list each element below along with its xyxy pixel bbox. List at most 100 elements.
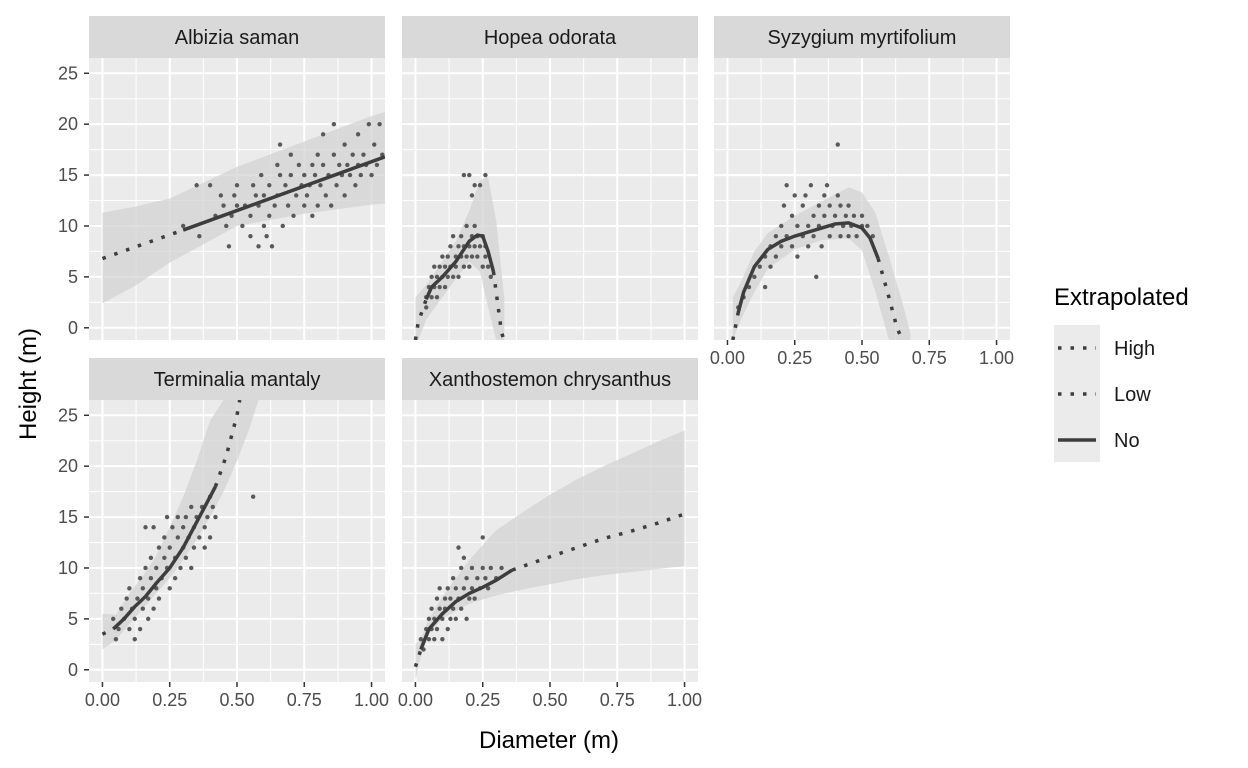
data-point [445,274,450,280]
fit-line-high-extrapolated [511,512,686,572]
data-point [440,254,445,259]
data-point [234,183,240,188]
data-point [819,244,824,249]
data-point [448,616,453,622]
data-point [499,565,504,571]
data-point [450,233,456,239]
data-point [143,525,148,530]
data-point [440,616,445,622]
data-point [752,274,757,280]
data-point [464,254,469,259]
data-point [197,233,202,239]
data-point [275,162,280,168]
data-point [135,596,140,601]
data-point [146,596,151,601]
data-point [757,264,762,269]
x-tick-label: 1.00 [667,690,702,710]
data-point [280,223,285,229]
data-point [312,172,318,178]
facet-panel: Albizia saman 0 5 10 15 20 25 [58,16,385,340]
data-point [132,637,137,642]
data-point [127,586,132,591]
data-point [372,142,377,147]
data-point [323,193,328,198]
data-point [154,565,159,571]
data-point [440,637,445,642]
data-point [835,193,840,198]
data-point [296,162,302,168]
strip-label: Hopea odorata [484,27,617,49]
data-point [448,244,453,249]
data-point [792,193,797,198]
data-point [485,586,491,591]
data-point [221,203,226,208]
fit-line-low-extrapolated [413,648,423,668]
data-point [488,274,493,280]
data-point [805,223,811,229]
data-point [424,305,429,310]
y-tick-label: 10 [58,216,78,236]
data-point [148,575,154,581]
panel-content [413,172,506,340]
legend-label-no: No [1114,430,1140,452]
data-point [189,565,194,571]
data-point [256,244,261,249]
data-point [456,274,461,280]
data-point [838,203,843,208]
data-point [172,575,178,581]
facet-panel: Syzygium myrtifolium 0.00 0.25 0.50 0.75 1.00 [710,16,1014,368]
data-point [432,264,437,269]
data-point [156,596,162,601]
data-point [191,545,197,550]
data-point [789,244,795,249]
data-point [350,152,355,157]
data-point [178,565,183,571]
data-point [183,555,189,560]
x-tick-label: 0.00 [85,690,120,710]
facet-panel: Terminalia mantaly 0.00 0.25 0.50 0.75 1.00 0 5… [58,358,389,710]
data-point [467,596,472,601]
y-tick-label: 0 [68,660,78,680]
y-tick-label: 0 [68,318,78,338]
data-point [429,295,434,300]
data-point [132,616,137,622]
data-point [480,535,485,540]
data-point [294,193,299,198]
x-tick-label: 0.25 [465,690,500,710]
data-point [434,295,440,300]
data-point [137,575,143,581]
x-axis-title: Diameter (m) [479,727,619,754]
legend-label-low: Low [1114,384,1151,406]
data-point [467,172,472,178]
x-tick-label: 0.50 [532,690,567,710]
fit-line-high-extrapolated [876,258,904,340]
data-point [851,213,857,218]
data-point [426,616,432,622]
data-point [361,152,366,157]
x-tick-label: 0.75 [600,690,635,710]
data-point [205,514,210,520]
data-point [377,121,382,127]
data-point [461,172,467,178]
data-point [445,254,450,259]
panel-content [101,111,385,304]
data-point [358,172,363,178]
data-point [469,565,475,571]
x-tick-label: 0.25 [152,690,187,710]
data-point [250,183,256,188]
strip-background [89,358,385,400]
data-point [461,264,467,269]
data-point [197,535,202,540]
data-point [432,637,437,642]
x-tick-label: 0.75 [287,690,322,710]
data-point [194,183,199,188]
data-point [189,504,194,510]
data-point [288,152,294,157]
data-point [143,565,148,571]
panel-content [413,430,686,680]
data-point [488,565,493,571]
data-point [353,183,358,188]
data-point [156,545,162,550]
data-point [116,626,121,632]
